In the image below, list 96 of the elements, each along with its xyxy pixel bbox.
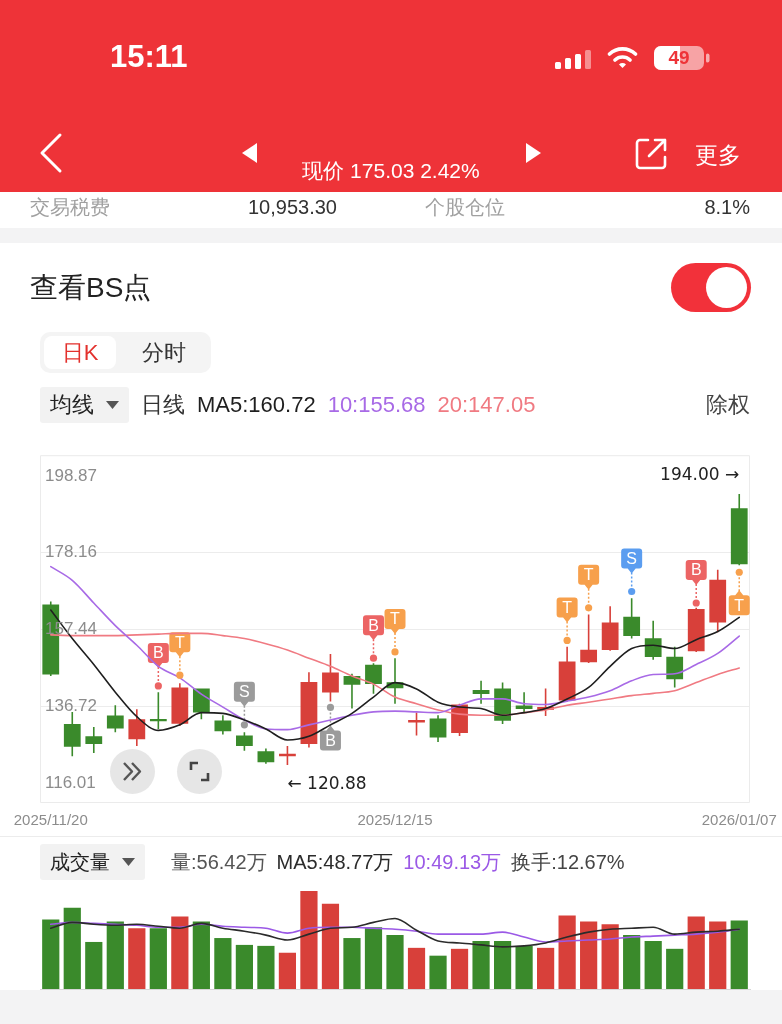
data-label: B bbox=[690, 561, 702, 579]
data-label: T bbox=[390, 610, 401, 628]
dropdown: 均线 bbox=[40, 387, 129, 423]
bar bbox=[149, 928, 167, 989]
bar bbox=[537, 947, 555, 989]
candlestick bbox=[171, 683, 189, 726]
data-label: T bbox=[562, 598, 573, 616]
y-tick-label: 178.16 bbox=[45, 542, 97, 562]
candlestick bbox=[106, 705, 124, 733]
bar bbox=[42, 919, 60, 989]
bar bbox=[601, 924, 619, 989]
candlestick bbox=[709, 569, 727, 633]
bar bbox=[472, 940, 490, 989]
text: 20:147.05 bbox=[437, 392, 536, 418]
y-tick-label: 198.87 bbox=[45, 465, 97, 485]
bar bbox=[515, 945, 533, 989]
data-label: B bbox=[153, 644, 164, 662]
point bbox=[154, 682, 162, 690]
text: MA5:160.72 bbox=[197, 392, 316, 418]
chart-subtitle: 日线 bbox=[141, 392, 185, 418]
bar bbox=[644, 940, 662, 989]
annotation: ← 120.88 bbox=[287, 773, 367, 794]
bar bbox=[730, 920, 748, 989]
text: 10:49.13万 bbox=[403, 850, 502, 874]
chart-title: 成交量 bbox=[50, 850, 110, 874]
point bbox=[369, 654, 378, 662]
bar bbox=[709, 921, 727, 989]
bar bbox=[63, 907, 81, 989]
bar bbox=[300, 891, 318, 989]
bar bbox=[214, 938, 232, 989]
text: 10,953.30 bbox=[248, 196, 337, 219]
data-label: B bbox=[368, 616, 379, 634]
text: 换手:12.67% bbox=[511, 850, 625, 874]
x-tick-label: 2026/01/07 bbox=[701, 811, 777, 829]
bar bbox=[257, 945, 275, 989]
dropdown: 成交量 bbox=[40, 844, 145, 880]
text: 现价 175.03 2.42% bbox=[302, 159, 480, 184]
candlestick bbox=[85, 727, 103, 753]
bar bbox=[429, 955, 447, 989]
text: 交易税费 bbox=[30, 196, 110, 219]
point bbox=[326, 703, 335, 712]
text: 8.1% bbox=[704, 196, 750, 219]
x-tick-label: 2025/11/20 bbox=[13, 811, 88, 829]
bar bbox=[278, 952, 297, 989]
bar bbox=[321, 903, 340, 989]
point bbox=[692, 599, 700, 607]
point bbox=[735, 568, 743, 576]
chart-title: 均线 bbox=[50, 392, 94, 418]
data-label: T bbox=[583, 566, 594, 584]
bar bbox=[386, 935, 404, 989]
bar bbox=[235, 944, 253, 989]
point bbox=[240, 721, 248, 729]
bar bbox=[128, 928, 146, 989]
candlestick bbox=[214, 715, 232, 735]
candlestick bbox=[63, 711, 81, 757]
text: 个股仓位 bbox=[425, 196, 505, 219]
candlestick bbox=[128, 709, 146, 746]
point bbox=[391, 648, 399, 656]
data-label: S bbox=[626, 549, 637, 567]
bar bbox=[192, 921, 210, 989]
y-tick-label: 116.01 bbox=[45, 772, 96, 792]
text: 更多 bbox=[695, 142, 741, 169]
text: 15:11 bbox=[110, 39, 188, 75]
chart-subtitle: 量:56.42万 bbox=[171, 850, 267, 874]
point bbox=[176, 671, 184, 679]
candlestick bbox=[472, 680, 490, 704]
bar bbox=[407, 947, 426, 989]
data-label: B bbox=[325, 731, 336, 749]
text: MA5:48.77万 bbox=[276, 850, 394, 874]
point bbox=[628, 587, 636, 596]
annotation: 194.00 → bbox=[660, 463, 740, 484]
bar bbox=[666, 948, 684, 989]
point bbox=[585, 604, 593, 612]
bar bbox=[623, 935, 641, 989]
y-tick-label: 136.72 bbox=[45, 695, 97, 715]
bar bbox=[687, 916, 705, 989]
point bbox=[563, 636, 571, 644]
bar bbox=[558, 915, 576, 989]
text: 10:155.68 bbox=[327, 392, 426, 418]
bar bbox=[343, 938, 361, 989]
x-tick-label: 2025/12/15 bbox=[357, 811, 433, 829]
bar bbox=[171, 916, 189, 989]
bar bbox=[450, 948, 469, 989]
tab-bar: 日K 分时 bbox=[40, 332, 211, 373]
bar bbox=[85, 941, 103, 989]
text: 除权 bbox=[706, 392, 750, 418]
candlestick bbox=[730, 494, 748, 566]
data-label: T bbox=[174, 633, 185, 651]
bar bbox=[106, 921, 124, 989]
data-label: S bbox=[239, 683, 250, 701]
text: 查看BS点 bbox=[30, 272, 152, 305]
bar bbox=[364, 927, 383, 989]
candlestick bbox=[601, 606, 619, 651]
bar bbox=[493, 940, 512, 989]
data-label: T bbox=[734, 596, 745, 614]
bar bbox=[580, 921, 598, 989]
